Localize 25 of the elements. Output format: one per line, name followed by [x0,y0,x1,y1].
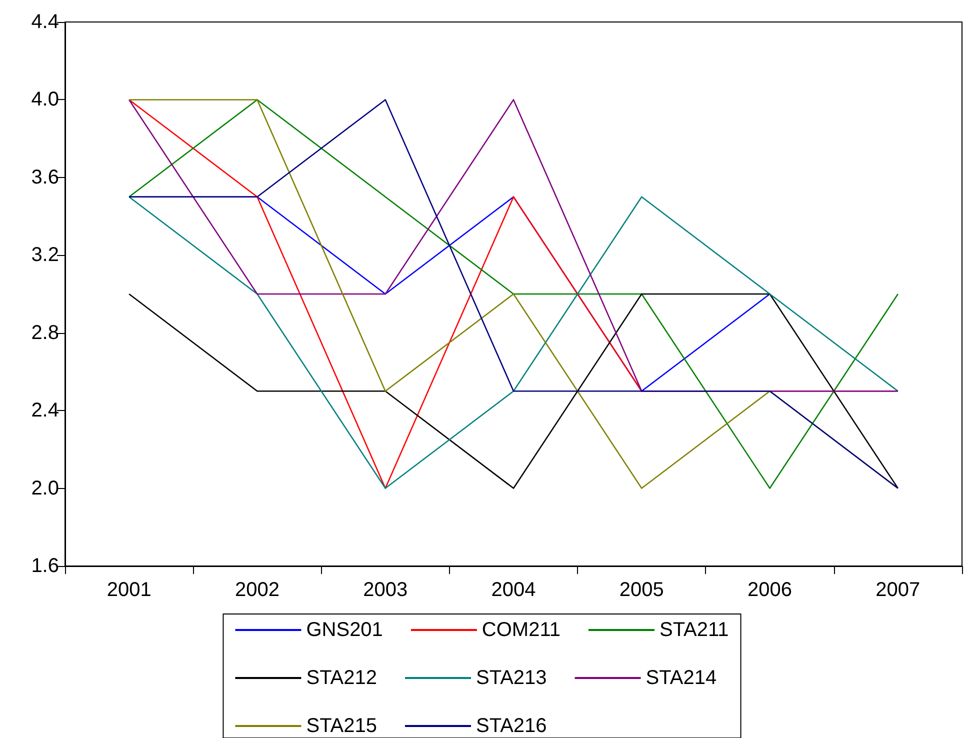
legend-label: STA213 [476,667,547,689]
x-tick-label: 2006 [748,579,792,601]
legend-label: STA211 [659,619,729,641]
y-tick-label: 2.8 [31,322,59,344]
y-tick-label: 4.0 [31,88,59,111]
y-tick-label: 3.6 [31,166,59,188]
y-tick-label: 3.2 [31,244,59,266]
x-tick-label: 2005 [619,579,664,601]
legend-label: STA212 [306,667,378,689]
x-tick-label: 2003 [363,579,408,601]
legend-label: COM211 [482,619,560,641]
legend-label: STA214 [646,667,717,689]
legend-label: GNS201 [306,619,383,641]
y-tick-label: 1.6 [31,555,59,577]
y-tick-label: 2.4 [31,400,59,422]
legend-label: STA216 [476,715,547,737]
x-tick-label: 2007 [876,579,920,601]
y-tick-label: 4.4 [31,11,59,33]
line-series [128,196,899,489]
line-series [128,99,899,489]
x-tick-label: 2001 [106,579,152,601]
legend-label: STA215 [306,715,378,737]
y-tick-label: 2.0 [31,477,59,500]
x-tick-label: 2004 [491,579,536,601]
x-tick-label: 2002 [234,579,280,601]
